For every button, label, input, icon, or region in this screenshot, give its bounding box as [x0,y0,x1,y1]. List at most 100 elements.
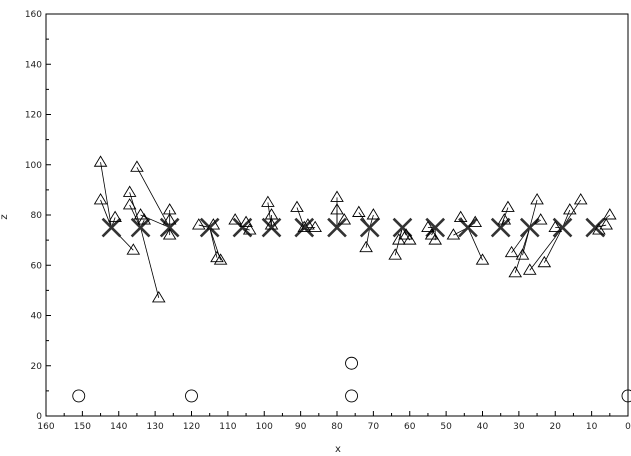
triangle-point [126,243,141,255]
cross-point [359,217,380,238]
triangle-point [352,205,366,217]
x-axis-title: x [335,444,341,455]
triangle-point [428,233,443,245]
triangle-point [563,203,577,215]
cross-point [261,217,282,238]
triangle-point [290,200,304,212]
x-tick-label: 120 [183,422,200,432]
cross-point [327,217,347,238]
triangle-point [453,210,468,222]
x-tick-label: 30 [513,422,525,432]
triangle-point [421,220,435,233]
link-line [100,162,112,228]
triangle-point [261,195,275,207]
triangle-point [93,155,108,167]
triangle-point [603,208,617,220]
triangle-point [497,213,512,225]
triangle-point [297,220,312,233]
y-tick-label: 60 [31,261,43,271]
cross-point [552,217,573,238]
triangle-point [122,185,137,197]
triangle-point [133,208,148,220]
triangle-point [206,218,221,230]
cross-point [101,217,122,238]
triangle-point [308,220,322,233]
triangle-point [366,208,381,220]
triangle-point [573,193,588,205]
triangle-point [599,218,613,230]
cross-point [392,217,413,238]
y-tick-label: 100 [25,161,42,171]
triangle-point [533,213,548,225]
triangle-point [522,263,537,275]
circle-point [345,356,358,370]
y-tick-label: 160 [25,10,42,20]
y-tick-label: 120 [25,111,42,121]
triangle-point [359,240,373,253]
triangle-point [475,253,490,265]
data-marks [72,155,631,403]
triangle-point [501,200,515,212]
x-tick-label: 10 [586,422,598,432]
triangle-point [228,213,242,225]
triangle-point [504,245,519,258]
link-line [136,167,171,228]
x-tick-label: 80 [331,422,343,432]
circle-point [72,389,86,403]
triangle-point [242,223,257,235]
cross-point [232,217,253,238]
link-line [514,227,531,273]
y-tick-label: 40 [31,312,43,322]
triangle-point [446,228,461,240]
triangle-point [264,218,279,230]
cross-point [519,217,540,238]
triangle-point [162,228,177,240]
triangle-point [548,220,563,233]
y-tick-label: 140 [25,60,42,70]
link-line [209,227,218,258]
x-tick-label: 150 [74,422,91,432]
triangle-point [191,218,206,230]
x-tick-label: 90 [295,422,307,432]
triangle-point [337,213,352,225]
circle-point [345,389,358,403]
y-axis-title: z [0,214,10,219]
triangle-point [137,213,152,225]
cross-point [585,217,606,238]
y-tick-label: 80 [31,211,43,221]
axis-ticks: 160 150 140 130 120 110 100 90 80 70 60 50 40 30 20 10 0… [25,10,631,432]
triangle-point [330,203,344,215]
circle-point [185,389,198,403]
triangle-point [151,291,166,303]
triangle-point [213,253,228,265]
y-tick-label: 0 [36,412,42,422]
link-line [467,227,483,261]
x-tick-label: 20 [550,422,562,432]
x-tick-label: 70 [368,422,380,432]
cross-point [130,217,151,238]
triangle-point [122,198,137,210]
link-line [140,227,160,299]
x-tick-label: 140 [110,422,127,432]
cross-point [458,217,478,238]
triangle-point [330,190,344,202]
x-tick-label: 0 [625,422,631,432]
circle-point [621,389,631,403]
triangle-point [399,228,413,240]
triangle-point [537,255,552,268]
triangle-point [424,228,439,240]
x-tick-label: 40 [477,422,489,432]
x-tick-label: 60 [404,422,416,432]
link-line [543,227,563,263]
triangle-point [468,215,483,227]
triangle-point [93,193,108,205]
cross-point [425,217,446,238]
triangle-point [508,265,523,278]
triangle-point [108,210,122,222]
triangle-point [210,250,224,263]
y-tick-label: 20 [31,362,43,372]
link-line [529,199,538,228]
link-line [365,227,371,248]
